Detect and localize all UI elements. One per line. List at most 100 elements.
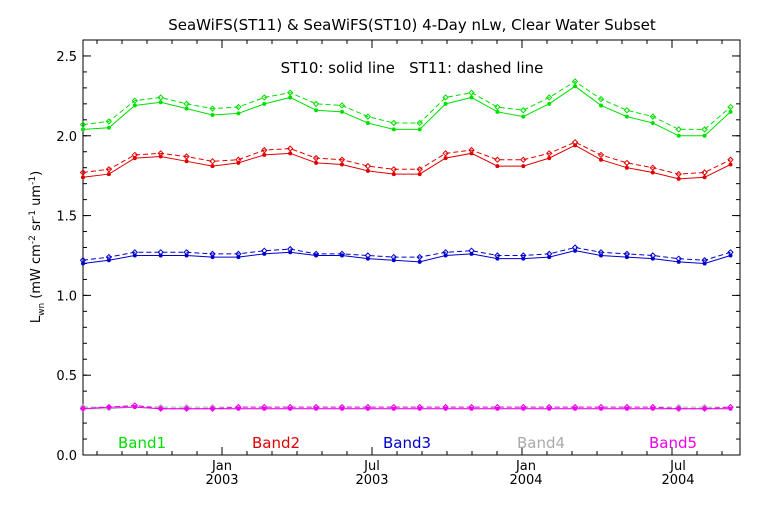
y-tick-label: 1.0 bbox=[56, 289, 77, 304]
band1-dashed-point bbox=[105, 118, 113, 125]
band2-dashed-point bbox=[416, 166, 423, 173]
band2-dashed-point bbox=[649, 164, 657, 171]
band3-solid-point bbox=[599, 253, 603, 258]
band2-dashed-point bbox=[286, 145, 294, 152]
band1-solid-point bbox=[132, 103, 137, 108]
band2-solid-point bbox=[599, 157, 603, 162]
band1-dashed-point bbox=[79, 121, 87, 128]
band3-solid-point bbox=[417, 259, 422, 264]
band5-solid-point bbox=[443, 406, 448, 411]
band1-dashed-point bbox=[183, 100, 190, 108]
band2-dashed-point bbox=[727, 156, 734, 163]
band1-dashed-point bbox=[286, 89, 294, 96]
band3-dashed-line bbox=[82, 246, 731, 261]
plot-area: 0.00.51.01.52.02.5Jan2003Jul2003Jan2004J… bbox=[28, 39, 741, 488]
band1-dashed-point bbox=[416, 119, 423, 127]
y-axis-label: Lwn (mW cm-2 sr-1 um-1) bbox=[28, 171, 47, 323]
band1-dashed-point bbox=[364, 113, 372, 120]
band2-dashed-point bbox=[364, 162, 372, 170]
band2-solid-point bbox=[158, 154, 163, 159]
band1-dashed-point bbox=[597, 95, 605, 103]
chart-title: SeaWiFS(ST11) & SeaWiFS(ST10) 4-Day nLw,… bbox=[168, 16, 656, 34]
band5-solid-point bbox=[573, 406, 578, 411]
band2-solid-point bbox=[184, 159, 189, 164]
band1-solid-point bbox=[288, 95, 293, 100]
band2-dashed-point bbox=[520, 156, 527, 163]
band2-dashed-point bbox=[79, 169, 87, 176]
band2-solid-point bbox=[262, 152, 267, 157]
band1-dashed-point bbox=[390, 119, 398, 127]
band2-solid-line bbox=[82, 144, 731, 180]
band5-solid-point bbox=[650, 406, 655, 411]
band5-solid-point bbox=[728, 406, 733, 411]
band2-solid-point bbox=[702, 175, 707, 180]
band1-solid-point bbox=[521, 114, 526, 119]
band2-solid-point bbox=[391, 172, 396, 177]
band1-dashed-point bbox=[468, 89, 475, 96]
band5-solid-point bbox=[262, 406, 267, 411]
x-tick-label-month: Jul bbox=[669, 459, 686, 474]
band1-dashed-point bbox=[571, 78, 579, 85]
band1-dashed-point bbox=[727, 103, 734, 111]
band2-solid-point bbox=[676, 176, 681, 181]
band1-solid-point bbox=[236, 111, 241, 116]
band5-solid-point bbox=[132, 405, 137, 410]
band1-solid-point bbox=[391, 127, 396, 132]
band2-dashed-point bbox=[442, 150, 449, 157]
band2-solid-point bbox=[547, 156, 552, 161]
band2-solid-point bbox=[417, 172, 422, 177]
band1-dashed-point bbox=[209, 105, 216, 112]
band3-solid-point bbox=[236, 255, 241, 260]
band1-solid-point bbox=[417, 127, 422, 132]
band2-dashed-point bbox=[338, 156, 346, 163]
band1-solid-point bbox=[728, 109, 733, 114]
band1-solid-point bbox=[599, 103, 603, 108]
x-tick-label-month: Jan bbox=[515, 459, 536, 474]
band3-solid-point bbox=[728, 253, 733, 258]
band1-solid-point bbox=[106, 125, 111, 130]
band1-solid-point bbox=[81, 127, 85, 132]
band2-solid-point bbox=[728, 162, 733, 167]
band5-solid-point bbox=[547, 406, 552, 411]
x-tick-label-year: 2004 bbox=[661, 473, 694, 488]
band1-solid-point bbox=[547, 101, 552, 106]
x-tick-label-year: 2004 bbox=[509, 473, 542, 488]
band1-solid-point bbox=[158, 100, 163, 105]
band5-solid-point bbox=[106, 405, 111, 410]
band2-dashed-point bbox=[597, 151, 605, 159]
band1-dashed-point bbox=[131, 97, 139, 104]
band1-dashed-point bbox=[261, 94, 268, 101]
band2-dashed-point bbox=[701, 169, 708, 176]
band1-dashed-point bbox=[649, 113, 657, 120]
band2-dashed-line bbox=[82, 141, 731, 175]
band3-solid-point bbox=[210, 255, 215, 260]
x-tick-label-year: 2003 bbox=[355, 473, 388, 488]
band1-dashed-point bbox=[494, 103, 501, 111]
band2-dashed-point bbox=[183, 153, 190, 160]
band1-dashed-line bbox=[82, 80, 731, 130]
band3-solid-point bbox=[391, 258, 396, 263]
band5-solid-point bbox=[469, 406, 474, 411]
band3-solid-point bbox=[262, 251, 267, 256]
band3-solid-point bbox=[132, 253, 137, 258]
y-tick-label: 0.5 bbox=[56, 369, 77, 384]
y-tick-label: 0.0 bbox=[56, 449, 77, 464]
band5-solid-point bbox=[521, 406, 526, 411]
band1-solid-point bbox=[340, 109, 344, 114]
band3-solid-point bbox=[495, 256, 500, 261]
band3-solid-point bbox=[340, 253, 344, 258]
band2-dashed-point bbox=[623, 159, 631, 167]
band5-solid-point bbox=[288, 406, 293, 411]
band2-dashed-point bbox=[261, 146, 268, 154]
band2-dashed-point bbox=[390, 166, 398, 173]
x-tick-label-year: 2003 bbox=[205, 473, 238, 488]
band2-solid-point bbox=[288, 151, 293, 156]
band5-solid-point bbox=[314, 406, 319, 411]
band5-solid-point bbox=[391, 406, 396, 411]
band3-solid-point bbox=[547, 255, 552, 260]
band2-dashed-point bbox=[105, 166, 113, 173]
legend-band3: Band3 bbox=[383, 434, 431, 452]
band5-solid-line bbox=[82, 406, 731, 410]
band2-solid-point bbox=[81, 175, 85, 180]
x-tick-label-month: Jan bbox=[211, 459, 232, 474]
